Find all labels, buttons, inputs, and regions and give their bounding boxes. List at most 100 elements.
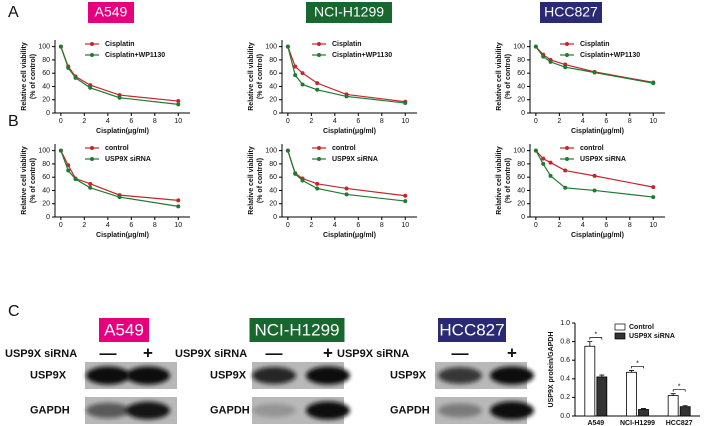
y-tick-label: 80 <box>269 161 277 168</box>
series-line <box>60 46 179 105</box>
x-tick-label: 2 <box>309 222 313 229</box>
x-tick-label: HCC827 <box>666 420 693 426</box>
y-tick-label: 20 <box>269 97 277 104</box>
y-tick-label: 20 <box>42 201 50 208</box>
data-point <box>285 148 290 153</box>
blot-title-box <box>99 318 149 342</box>
bar <box>626 371 637 417</box>
series-line <box>535 46 654 84</box>
data-point <box>73 75 78 80</box>
y-tick-label: 100 <box>265 43 277 50</box>
significance-bracket <box>672 389 686 392</box>
blot-title: NCI-H1299 <box>254 320 339 339</box>
data-point <box>176 198 181 203</box>
panel-label: A <box>8 4 19 21</box>
significance-bracket <box>589 337 603 340</box>
y-tick-label: 20 <box>517 97 525 104</box>
blot-band <box>438 367 482 384</box>
error-bar <box>670 393 676 396</box>
data-point <box>66 65 71 70</box>
x-axis-label: Cisplatin(μg/ml) <box>323 128 376 135</box>
legend-marker <box>90 42 94 46</box>
y-tick-label: 20 <box>42 97 50 104</box>
x-tick-label: 10 <box>401 222 409 229</box>
significance-bracket <box>631 366 644 369</box>
y-tick-label: 80 <box>269 57 277 64</box>
data-point <box>548 59 553 64</box>
blot-band <box>86 402 130 419</box>
x-tick-label: 4 <box>333 118 337 125</box>
y-tick-label: 0 <box>46 110 50 117</box>
x-axis-label: Cisplatin(μg/ml) <box>96 128 149 135</box>
x-tick-label: 10 <box>401 118 409 125</box>
data-point <box>88 181 93 186</box>
x-tick-label: 0 <box>59 222 63 229</box>
y-tick-label: 60 <box>269 174 277 181</box>
error-bar <box>599 374 605 377</box>
data-point <box>88 185 93 190</box>
x-tick-label: 10 <box>174 118 182 125</box>
x-axis-label: Cisplatin(μg/ml) <box>323 232 376 239</box>
data-point <box>563 65 568 70</box>
y-tick-label: 100 <box>513 147 525 154</box>
bar <box>638 409 649 417</box>
x-tick-label: 10 <box>174 222 182 229</box>
lane-label: + <box>323 343 333 362</box>
y-axis-label: (% of control) <box>30 158 37 203</box>
blot-band <box>438 403 482 418</box>
data-point <box>403 199 408 204</box>
x-tick-label: 0 <box>286 222 290 229</box>
x-tick-label: 6 <box>604 222 608 229</box>
lane-label: + <box>507 343 517 362</box>
significance-star: * <box>636 360 639 367</box>
x-tick-label: 6 <box>604 118 608 125</box>
y-axis-label: Relative cell viability <box>21 146 28 215</box>
legend-label: Cisplatin+WP1130 <box>580 52 640 59</box>
chart-title: NCI-H1299 <box>314 4 384 20</box>
data-point <box>300 178 305 183</box>
legend-swatch <box>614 332 626 340</box>
legend-label: Cisplatin+WP1130 <box>332 52 392 59</box>
significance-star: * <box>678 384 681 391</box>
y-axis-label: Relative cell viability <box>21 42 28 111</box>
y-tick-label: 0.8 <box>560 338 570 345</box>
data-point <box>403 193 408 198</box>
y-tick-label: 100 <box>38 147 50 154</box>
legend-marker <box>90 146 94 150</box>
blot-band <box>490 401 534 420</box>
data-point <box>300 71 305 76</box>
y-axis-label: Relative cell viability <box>496 42 503 111</box>
data-point <box>285 44 290 49</box>
x-tick-label: 2 <box>557 118 561 125</box>
condition-label: USP9X siRNA <box>337 348 409 360</box>
data-point <box>66 168 71 173</box>
blot-title: A549 <box>104 320 144 339</box>
legend-marker <box>565 146 569 150</box>
series-line <box>535 150 654 198</box>
legend-label: USP9X siRNA <box>332 156 378 163</box>
y-tick-label: 40 <box>269 187 277 194</box>
lane-label: + <box>143 343 153 362</box>
x-axis-label: Cisplatin(μg/ml) <box>96 232 149 239</box>
blot-band <box>306 366 350 385</box>
data-point <box>344 94 349 99</box>
y-axis-label: (% of control) <box>505 158 512 203</box>
y-tick-label: 0 <box>273 214 277 221</box>
y-tick-label: 20 <box>517 201 525 208</box>
lane-label: — <box>100 343 117 362</box>
data-point <box>293 73 298 78</box>
x-tick-label: 8 <box>380 118 384 125</box>
data-point <box>88 85 93 90</box>
data-point <box>315 181 320 186</box>
y-tick-label: 0 <box>273 110 277 117</box>
x-tick-label: 0 <box>286 118 290 125</box>
y-tick-label: 100 <box>38 43 50 50</box>
data-point <box>651 81 656 86</box>
legend-label: Control <box>629 324 654 331</box>
y-tick-label: 80 <box>42 57 50 64</box>
y-tick-label: 100 <box>265 147 277 154</box>
title-box <box>88 2 134 23</box>
data-point <box>315 186 320 191</box>
data-point <box>403 101 408 106</box>
